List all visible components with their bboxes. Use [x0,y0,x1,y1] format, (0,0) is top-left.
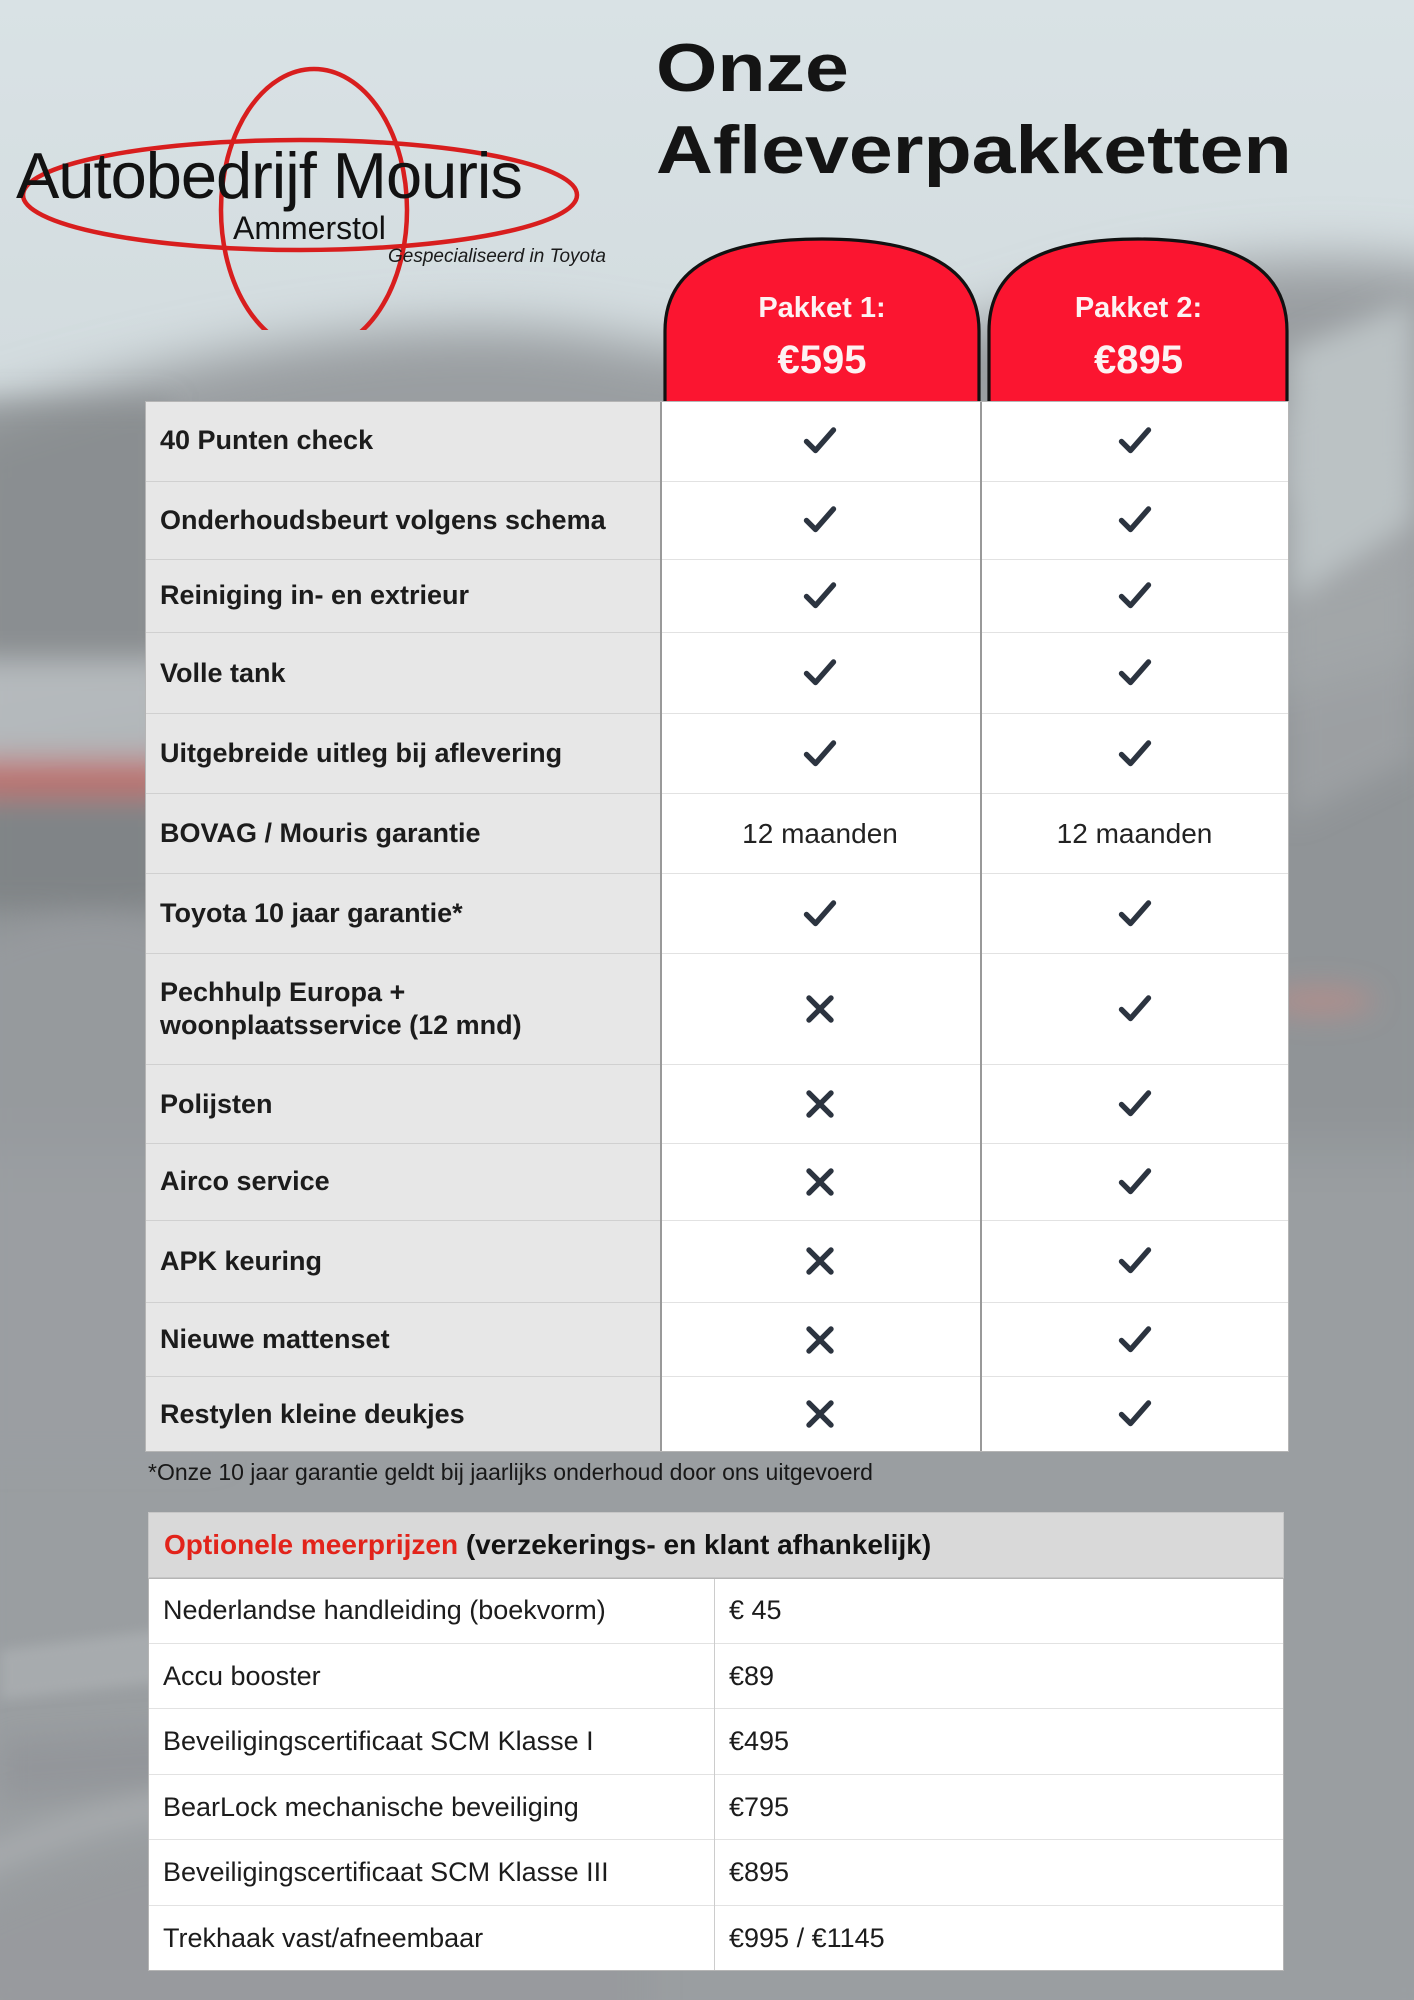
svg-text:Ammerstol: Ammerstol [233,210,386,246]
svg-text:Autobedrijf Mouris: Autobedrijf Mouris [16,139,522,212]
svg-text:Gespecialiseerd in Toyota: Gespecialiseerd in Toyota [388,246,606,267]
